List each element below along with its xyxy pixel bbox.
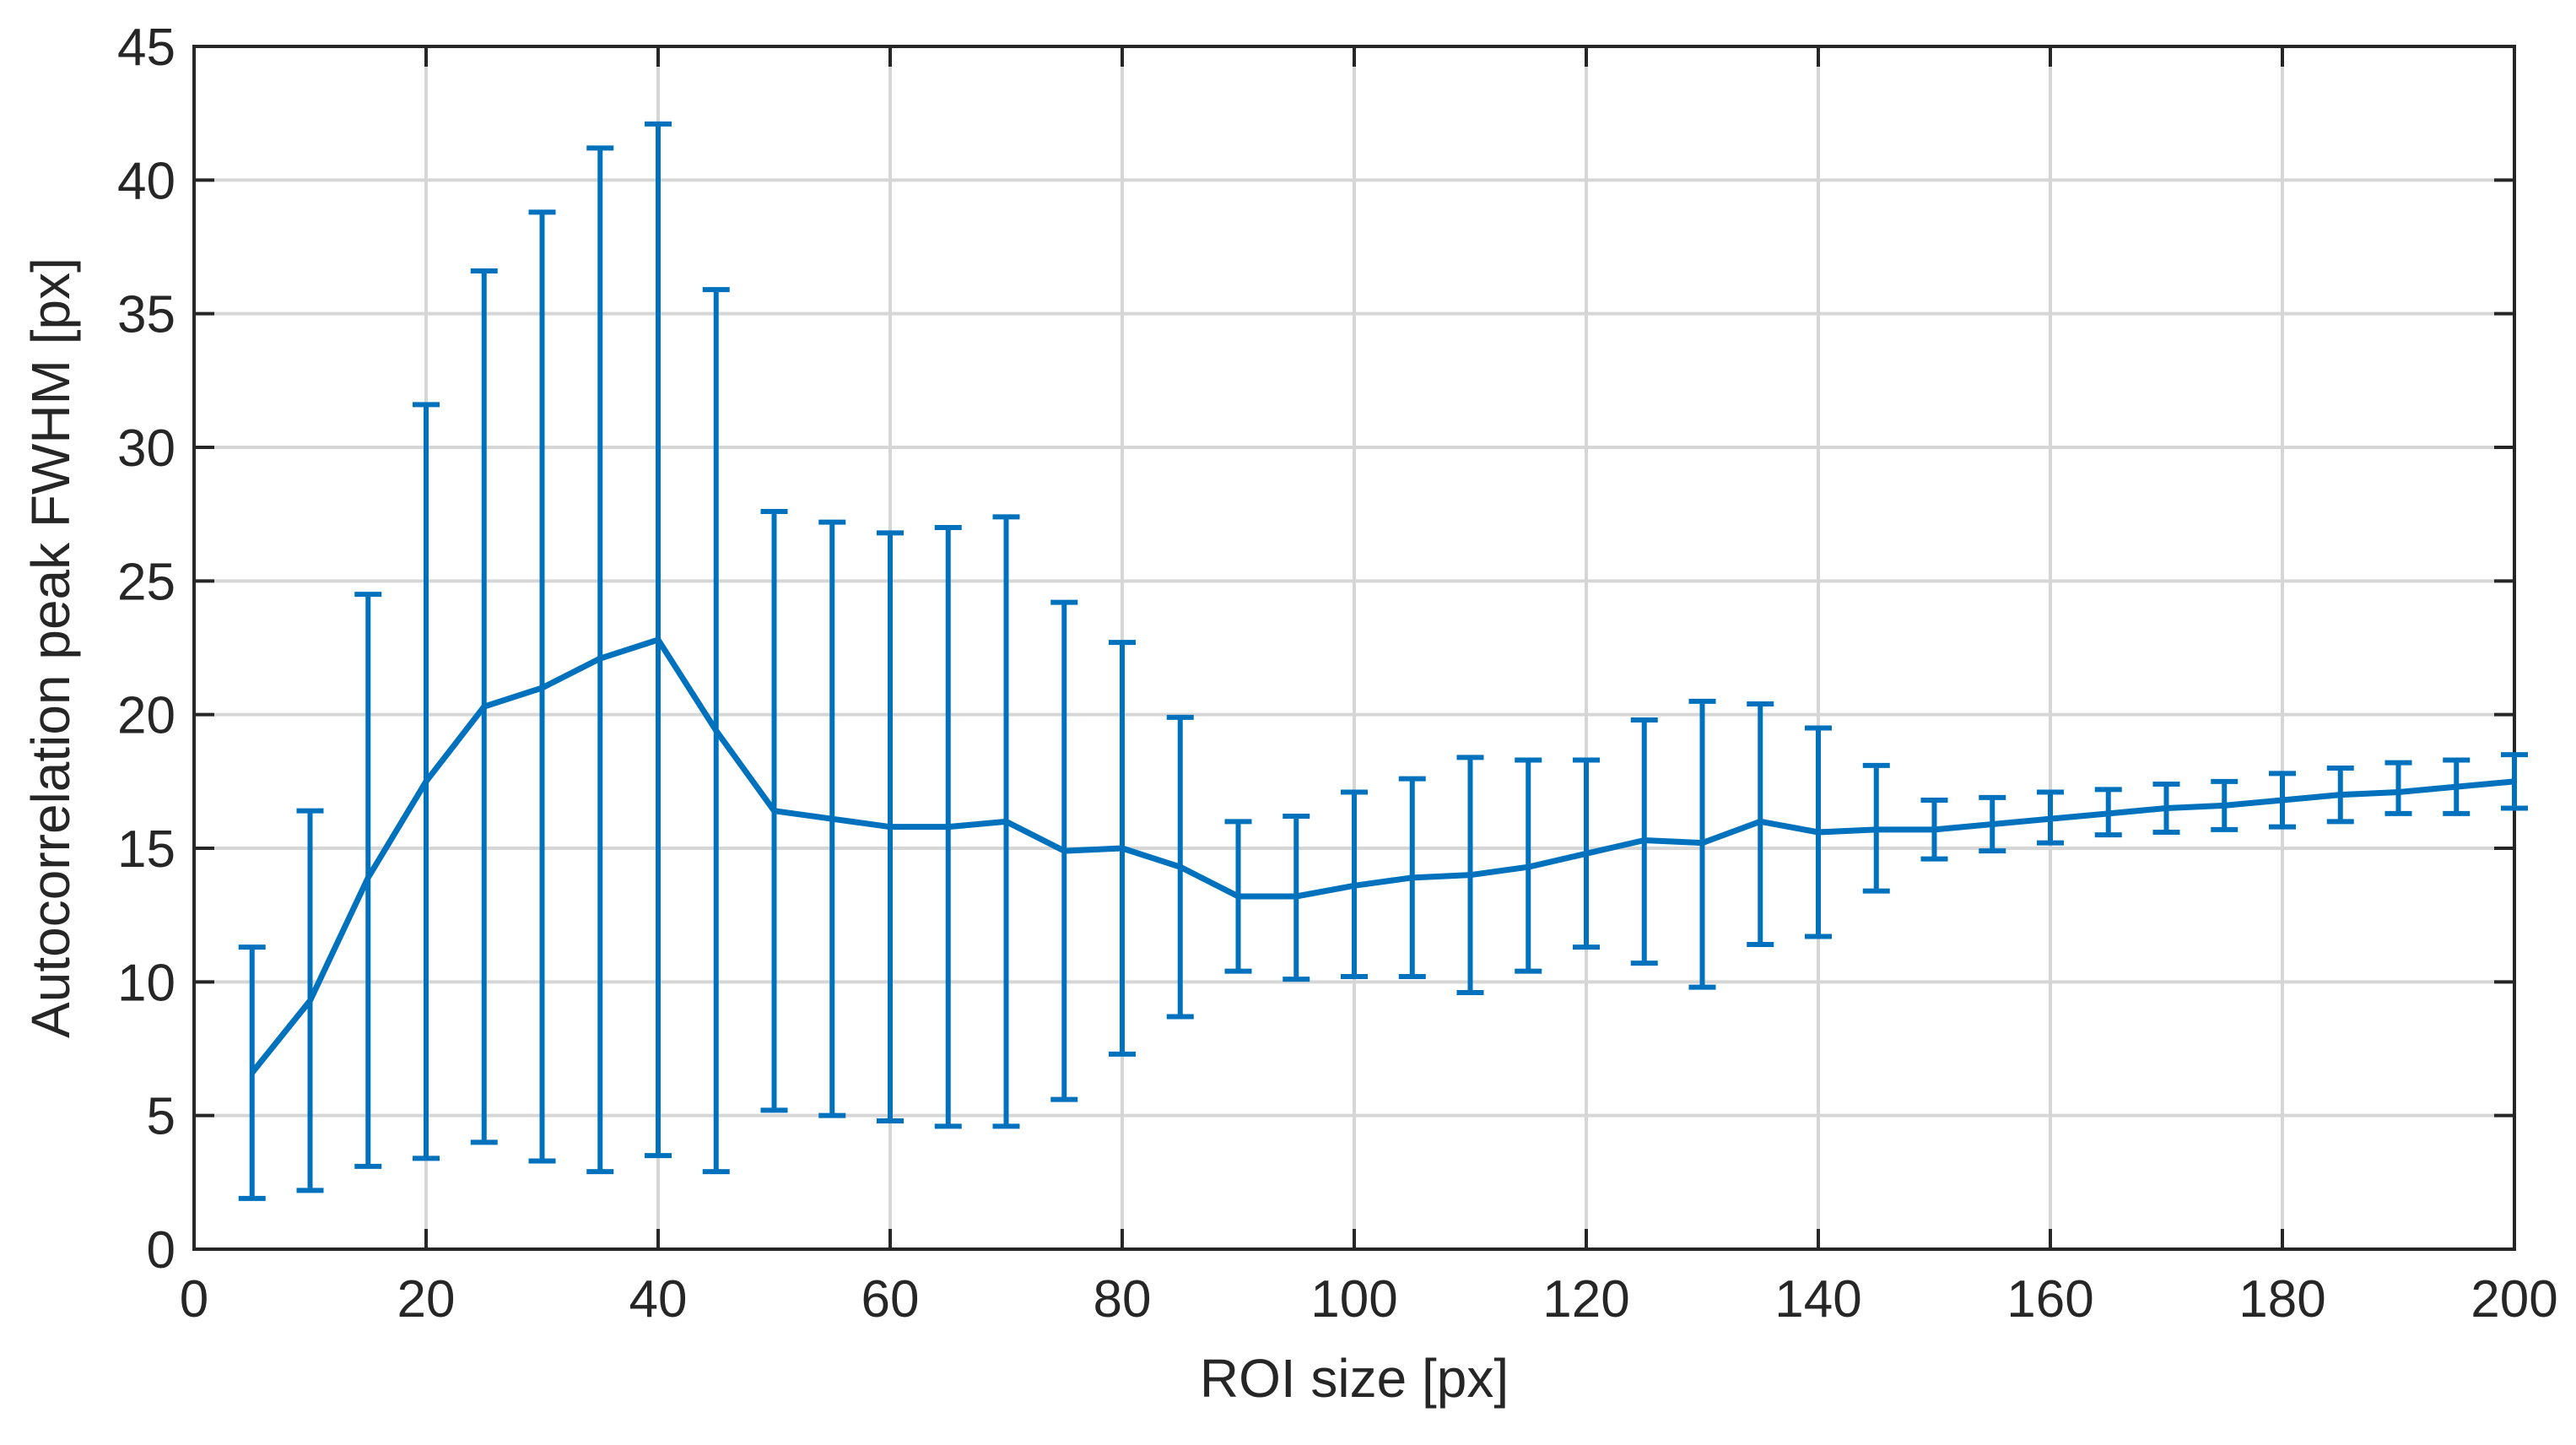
y-tick-label: 10 [117,954,176,1012]
x-tick-label: 80 [1094,1270,1152,1329]
x-tick-label: 60 [861,1270,920,1329]
error-bar [2384,760,2412,816]
x-tick-label: 100 [1310,1270,1397,1329]
x-tick-label: 200 [2471,1270,2557,1329]
x-tick-label: 140 [1774,1270,1861,1329]
y-tick-label: 15 [117,820,176,879]
label-layer: ROI size [px] Autocorrelation peak FWHM … [20,257,1509,1409]
grid-layer [194,46,2514,1249]
x-tick-label: 0 [180,1270,208,1329]
y-tick-label: 25 [117,553,176,611]
x-tick-label: 120 [1542,1270,1629,1329]
y-tick-label: 30 [117,419,176,478]
x-tick-label: 40 [629,1270,688,1329]
series-line [250,636,2515,1075]
y-tick-label: 45 [117,19,176,77]
y-axis-label: Autocorrelation peak FWHM [px] [20,257,81,1038]
y-tick-label: 0 [147,1221,176,1280]
y-tick-label: 5 [147,1088,176,1146]
x-axis-label: ROI size [px] [1200,1348,1509,1409]
data-layer [238,121,2528,1201]
y-tick-label: 40 [117,152,176,210]
y-tick-label: 20 [117,687,176,745]
x-tick-label: 180 [2238,1270,2325,1329]
axes-layer: 0 20 40 60 80 100 120 140 160 180 200 0 5 10 15 20 25 30 3… [117,19,2558,1329]
y-tick-label: 35 [117,286,176,344]
x-tick-label: 20 [397,1270,456,1329]
x-tick-label: 160 [2006,1270,2093,1329]
